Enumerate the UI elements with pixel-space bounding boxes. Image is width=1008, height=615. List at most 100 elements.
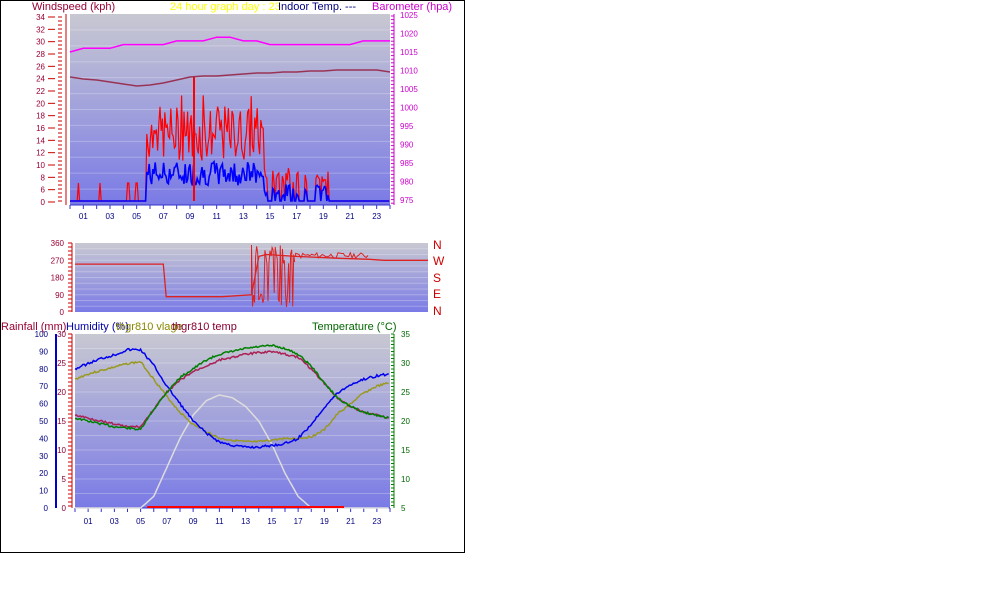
temperature-tick-label: 25 <box>401 388 410 397</box>
x-tick-label: 17 <box>294 517 303 526</box>
x-tick-label: 23 <box>372 212 381 221</box>
humidity-tick-label: 90 <box>39 347 48 356</box>
humidity-line <box>74 347 389 449</box>
temperature-tick-label: 30 <box>401 359 410 368</box>
windspeed-tick-label: 20 <box>36 99 45 108</box>
direction-label-n-top: N <box>433 238 442 252</box>
rain-tick-label: 10 <box>57 446 66 455</box>
barometer-tick-label: 990 <box>400 141 414 150</box>
windspeed-tick-label: 6 <box>41 186 46 195</box>
wind-direction-plot: 0 90 180 270 360 <box>51 239 428 317</box>
windspeed-tick-label: 10 <box>36 161 45 170</box>
thgr810-vlage-label: thgr810 vlage <box>116 321 183 333</box>
direction-noise <box>251 244 296 308</box>
rainfall-axis-label: Rainfall (mm) <box>1 321 67 333</box>
x-tick-label: 13 <box>241 517 250 526</box>
windspeed-tick-label: 26 <box>36 62 45 71</box>
direction-tick-label: 0 <box>60 308 65 317</box>
rain-tick-label: 25 <box>57 359 66 368</box>
temperature-tick-label: 15 <box>401 446 410 455</box>
temp-humidity-plot: 0102030405060708090100051015202530510152… <box>35 330 411 526</box>
x-tick-label: 05 <box>136 517 145 526</box>
wind-average-line <box>70 159 390 202</box>
wind-barometer-plot: 0 6 8 10 12 14 16 18 20 22 24 26 28 30 32 34 975 980 985 99… <box>36 11 418 221</box>
temperature-tick-label: 20 <box>401 417 410 426</box>
windspeed-tick-label: 14 <box>36 136 45 145</box>
x-tick-label: 03 <box>110 517 119 526</box>
x-tick-label: 07 <box>162 517 171 526</box>
windspeed-tick-label: 16 <box>36 124 45 133</box>
windspeed-tick-label: 34 <box>36 13 45 22</box>
temperature-axis-label: Temperature (°C) <box>312 321 397 333</box>
barometer-tick-label: 1020 <box>400 30 418 39</box>
windspeed-axis-label: Windspeed (kph) <box>32 1 116 13</box>
barometer-tick-label: 975 <box>400 196 414 205</box>
x-tick-label: 19 <box>319 212 328 221</box>
windspeed-tick-label: 28 <box>36 50 45 59</box>
windspeed-tick-label: 8 <box>41 173 46 182</box>
barometer-tick-label: 1005 <box>400 85 418 94</box>
humidity-tick-label: 100 <box>35 330 49 339</box>
x-tick-label: 21 <box>346 517 355 526</box>
humidity-tick-label: 10 <box>39 487 48 496</box>
windspeed-tick-label: 24 <box>36 75 45 84</box>
x-tick-label: 03 <box>106 212 115 221</box>
rain-tick-label: 15 <box>57 417 66 426</box>
thgr810-vlage-line <box>74 360 389 444</box>
barometer-tick-label: 1025 <box>400 11 418 20</box>
humidity-tick-label: 0 <box>44 504 49 513</box>
graph-title: 24 hour graph day : 23 <box>170 1 281 13</box>
direction-label-w: W <box>433 254 445 268</box>
direction-noise-2 <box>295 251 369 260</box>
barometer-tick-label: 1015 <box>400 48 418 57</box>
windspeed-tick-label: 12 <box>36 149 45 158</box>
humidity-tick-label: 70 <box>39 382 48 391</box>
rain-tick-label: 20 <box>57 388 66 397</box>
direction-line <box>75 253 428 298</box>
indoor-temp-line <box>69 69 391 87</box>
barometer-tick-label: 995 <box>400 122 414 131</box>
temp-plot-area <box>75 334 390 508</box>
humidity-tick-label: 20 <box>39 469 48 478</box>
direction-label-s: S <box>433 271 442 285</box>
weather-charts: 0 6 8 10 12 14 16 18 20 22 24 26 28 30 32 34 975 980 985 99… <box>35 11 428 526</box>
x-tick-label: 23 <box>372 517 381 526</box>
direction-tick-label: 90 <box>55 291 64 300</box>
barometer-tick-label: 1010 <box>400 67 418 76</box>
temperature-line <box>74 344 389 431</box>
rain-tick-label: 0 <box>62 504 67 513</box>
humidity-tick-label: 50 <box>39 417 48 426</box>
humidity-tick-label: 30 <box>39 452 48 461</box>
x-tick-label: 01 <box>84 517 93 526</box>
x-tick-label: 11 <box>215 517 224 526</box>
direction-label-n-bottom: N <box>433 304 442 318</box>
windspeed-tick-label: 0 <box>41 198 46 207</box>
x-tick-label: 05 <box>132 212 141 221</box>
direction-tick-label: 270 <box>51 256 65 265</box>
rain-tick-label: 30 <box>57 330 66 339</box>
barometer-tick-label: 980 <box>400 178 414 187</box>
barometer-tick-label: 1000 <box>400 104 418 113</box>
x-tick-label: 17 <box>292 212 301 221</box>
temperature-tick-label: 35 <box>401 330 410 339</box>
barometer-tick-label: 985 <box>400 159 414 168</box>
x-tick-label: 19 <box>320 517 329 526</box>
windspeed-tick-label: 32 <box>36 25 45 34</box>
humidity-axis-label: Humidity (%) <box>66 321 129 333</box>
indoor-temp-label: Indoor Temp. --- <box>278 1 357 13</box>
x-tick-label: 11 <box>213 212 222 221</box>
x-tick-label: 21 <box>346 212 355 221</box>
direction-tick-label: 180 <box>51 274 65 283</box>
x-tick-label: 09 <box>189 517 198 526</box>
direction-tick-label: 360 <box>51 239 65 248</box>
humidity-tick-label: 80 <box>39 365 48 374</box>
temperature-tick-label: 10 <box>401 475 410 484</box>
humidity-tick-label: 60 <box>39 400 48 409</box>
barometer-line <box>69 36 390 53</box>
windspeed-tick-label: 30 <box>36 38 45 47</box>
thgr810-temp-label: thgr810 temp <box>172 321 237 333</box>
windspeed-tick-label: 18 <box>36 112 45 121</box>
rain-tick-label: 5 <box>62 475 67 484</box>
barometer-axis-label: Barometer (hpa) <box>372 1 453 13</box>
x-tick-label: 01 <box>79 212 88 221</box>
